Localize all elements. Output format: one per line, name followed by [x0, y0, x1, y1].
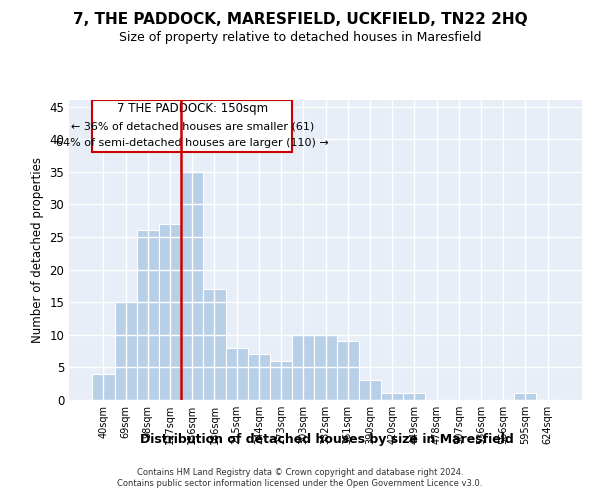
Text: 7 THE PADDOCK: 150sqm: 7 THE PADDOCK: 150sqm — [116, 102, 268, 115]
Text: 64% of semi-detached houses are larger (110) →: 64% of semi-detached houses are larger (… — [56, 138, 329, 148]
Bar — [359, 380, 381, 400]
Bar — [226, 348, 248, 400]
Bar — [181, 172, 203, 400]
Bar — [314, 335, 337, 400]
Bar — [381, 394, 403, 400]
Bar — [115, 302, 137, 400]
Text: Contains HM Land Registry data © Crown copyright and database right 2024.
Contai: Contains HM Land Registry data © Crown c… — [118, 468, 482, 487]
Bar — [92, 100, 292, 152]
Bar — [248, 354, 270, 400]
Text: ← 36% of detached houses are smaller (61): ← 36% of detached houses are smaller (61… — [71, 121, 314, 131]
Text: Distribution of detached houses by size in Maresfield: Distribution of detached houses by size … — [140, 432, 514, 446]
Bar — [159, 224, 181, 400]
Bar — [270, 361, 292, 400]
Bar — [137, 230, 159, 400]
Text: 7, THE PADDOCK, MARESFIELD, UCKFIELD, TN22 2HQ: 7, THE PADDOCK, MARESFIELD, UCKFIELD, TN… — [73, 12, 527, 28]
Bar — [403, 394, 425, 400]
Text: Size of property relative to detached houses in Maresfield: Size of property relative to detached ho… — [119, 31, 481, 44]
Y-axis label: Number of detached properties: Number of detached properties — [31, 157, 44, 343]
Bar — [203, 289, 226, 400]
Bar — [92, 374, 115, 400]
Bar — [514, 394, 536, 400]
Bar — [337, 342, 359, 400]
Bar — [292, 335, 314, 400]
